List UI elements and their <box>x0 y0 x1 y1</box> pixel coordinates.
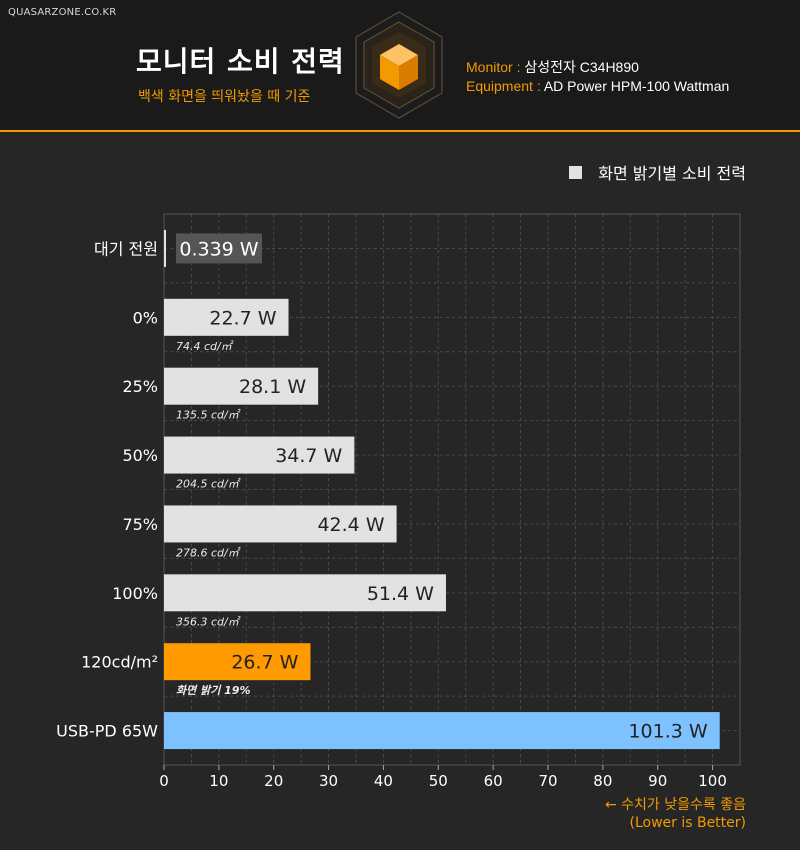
x-tick-label: 80 <box>593 772 612 790</box>
bar <box>164 643 311 681</box>
x-tick-label: 100 <box>698 772 727 790</box>
chart-legend: 화면 밝기별 소비 전력 <box>569 160 746 184</box>
bar <box>164 436 355 474</box>
value-label: 22.7 W <box>209 307 276 329</box>
value-label-background <box>176 233 262 264</box>
x-tick-label: 60 <box>484 772 503 790</box>
legend-swatch <box>569 165 583 179</box>
category-label: USB-PD 65W <box>56 722 158 741</box>
sub-label: 135.5 cd/㎡ <box>176 409 241 422</box>
value-label: 51.4 W <box>367 583 434 605</box>
note-line-1: ← 수치가 낮을수록 좋음 <box>604 797 746 813</box>
x-tick-label: 50 <box>429 772 448 790</box>
bar <box>164 298 289 336</box>
x-tick-label: 30 <box>319 772 338 790</box>
category-label: 120cd/m² <box>81 653 158 672</box>
value-label: 26.7 W <box>231 652 298 674</box>
value-label: 28.1 W <box>239 376 306 398</box>
category-label: 50% <box>122 446 158 465</box>
equipment-info: Equipment : AD Power HPM-100 Wattman <box>466 78 729 94</box>
sub-label: 356.3 cd/㎡ <box>176 615 241 628</box>
equipment-key: Equipment : <box>466 78 541 94</box>
x-tick-label: 20 <box>264 772 283 790</box>
cube-logo-icon <box>355 11 443 119</box>
x-tick-label: 90 <box>648 772 667 790</box>
monitor-key: Monitor : <box>466 59 521 75</box>
plot-frame <box>163 213 741 766</box>
value-label: 42.4 W <box>317 514 384 536</box>
legend-label: 화면 밝기별 소비 전력 <box>598 164 746 183</box>
page-title: 모니터 소비 전력 <box>136 45 345 78</box>
equipment-value: AD Power HPM-100 Wattman <box>543 78 730 94</box>
bar <box>164 229 166 267</box>
category-label: 100% <box>112 584 158 603</box>
value-label: 34.7 W <box>275 445 342 467</box>
header-banner: QUASARZONE.CO.KR 모니터 소비 전력 백색 화면을 띄워놨을 때… <box>0 0 800 132</box>
category-label: 25% <box>122 377 158 396</box>
bar <box>164 712 720 750</box>
sub-label: 278.6 cd/㎡ <box>176 546 241 559</box>
value-label: 101.3 W <box>628 721 707 743</box>
sub-label: 74.4 cd/㎡ <box>176 340 234 353</box>
x-tick-label: 70 <box>538 772 557 790</box>
lower-is-better-note: ← 수치가 낮을수록 좋음 (Lower is Better) <box>605 796 746 832</box>
monitor-value: 삼성전자 C34H890 <box>524 59 639 75</box>
x-tick-label: 10 <box>209 772 228 790</box>
page-subtitle: 백색 화면을 띄워놨을 때 기준 <box>138 89 311 105</box>
bar <box>164 367 319 405</box>
bar <box>164 574 446 612</box>
sub-label: 화면 밝기 19% <box>176 684 250 697</box>
x-tick-label: 40 <box>374 772 393 790</box>
site-name: QUASARZONE.CO.KR <box>8 7 117 18</box>
x-tick-label: 0 <box>159 772 169 790</box>
note-line-2: (Lower is Better) <box>629 815 746 831</box>
category-label: 대기 전원 <box>94 239 158 258</box>
monitor-info: Monitor : 삼성전자 C34H890 <box>466 57 639 77</box>
sub-label: 204.5 cd/㎡ <box>176 478 241 491</box>
category-label: 0% <box>133 308 158 327</box>
bar <box>164 505 397 543</box>
value-label: 0.339 W <box>179 238 258 260</box>
category-label: 75% <box>122 515 158 534</box>
